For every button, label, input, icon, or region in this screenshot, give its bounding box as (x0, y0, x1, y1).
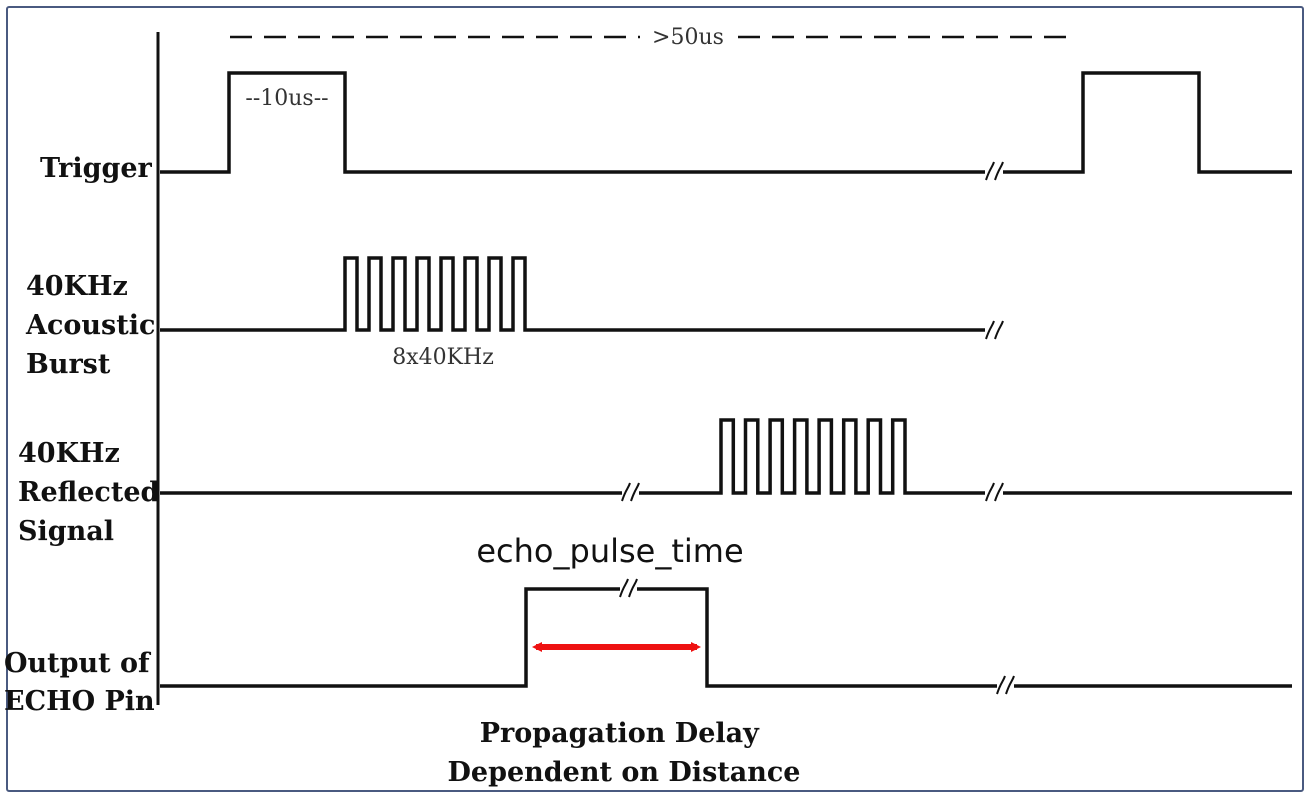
trigger-waveform (160, 71, 985, 174)
trigger-width-label: --10us-- (245, 86, 328, 111)
propagation-delay-caption: Propagation Delay Dependent on Distance (448, 718, 801, 788)
reflected-break-mark-2 (985, 482, 1004, 502)
period-label: >50us (652, 25, 724, 50)
reflected-break-mark-1 (621, 482, 640, 502)
burst-count-label: 8x40KHz (392, 345, 494, 370)
acoustic-burst-waveform (160, 256, 985, 332)
trigger-waveform-after-break (1003, 71, 1292, 174)
label-trigger: Trigger (40, 153, 153, 184)
diagram-frame (6, 6, 1304, 792)
label-reflected-signal: 40KHz Reflected Signal (18, 438, 169, 547)
reflected-signal-waveform (639, 418, 985, 495)
echo-pulse-break-mark (619, 578, 638, 598)
label-echo-output: Output of ECHO Pin (4, 648, 159, 717)
echo-pulse-time-label: echo_pulse_time (476, 532, 743, 570)
echo-break-mark (996, 675, 1015, 695)
echo-output-waveform-high (637, 587, 997, 688)
trigger-break-mark (985, 161, 1004, 181)
label-acoustic-burst: 40KHz Acoustic Burst (25, 271, 165, 380)
burst-break-mark (985, 320, 1004, 340)
echo-output-waveform (160, 587, 620, 688)
